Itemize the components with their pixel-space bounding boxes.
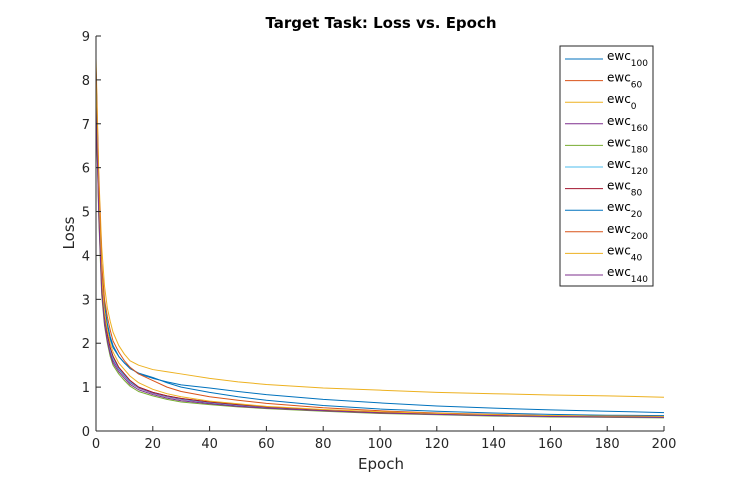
y-tick-label: 7 bbox=[82, 118, 90, 133]
y-tick-label: 2 bbox=[82, 337, 90, 352]
legend-label-subscript: 160 bbox=[631, 124, 648, 134]
legend-label-subscript: 80 bbox=[631, 189, 643, 199]
y-tick-label: 6 bbox=[82, 162, 90, 177]
series-line-ewc-40 bbox=[95, 75, 665, 418]
series-line-ewc-140 bbox=[95, 106, 665, 418]
y-tick-label: 8 bbox=[82, 74, 90, 89]
legend-label-base: ewc bbox=[607, 200, 631, 214]
x-tick-label: 140 bbox=[481, 437, 506, 452]
x-tick-label: 120 bbox=[424, 437, 449, 452]
series-line-ewc-0 bbox=[95, 57, 665, 398]
legend-label-ewc-0: ewc0 bbox=[607, 92, 637, 112]
legend-label-subscript: 20 bbox=[631, 210, 643, 220]
series-lines bbox=[95, 57, 665, 419]
x-tick-label: 160 bbox=[538, 437, 563, 452]
legend-label-base: ewc bbox=[607, 92, 631, 106]
legend-label-base: ewc bbox=[607, 265, 631, 279]
legend-label-ewc-140: ewc140 bbox=[607, 265, 648, 285]
legend-label-base: ewc bbox=[607, 114, 631, 128]
legend-label-subscript: 0 bbox=[631, 102, 637, 112]
legend-label-ewc-180: ewc180 bbox=[607, 135, 648, 155]
legend-label-ewc-20: ewc20 bbox=[607, 200, 643, 220]
x-tick-label: 0 bbox=[92, 437, 100, 452]
y-tick-label: 9 bbox=[82, 30, 90, 45]
legend-label-ewc-160: ewc160 bbox=[607, 114, 648, 134]
y-tick-label: 3 bbox=[82, 293, 90, 308]
legend-label-ewc-80: ewc80 bbox=[607, 179, 643, 199]
legend-label-subscript: 180 bbox=[631, 145, 648, 155]
y-tick-label: 0 bbox=[82, 425, 90, 440]
y-tick-label: 4 bbox=[82, 249, 90, 264]
x-ticks: 0 20 40 60 80 100 120 140 160 180 200 bbox=[92, 426, 677, 452]
legend-label-subscript: 100 bbox=[631, 59, 648, 69]
legend-label-base: ewc bbox=[607, 157, 631, 171]
legend-label-ewc-60: ewc60 bbox=[607, 71, 643, 91]
x-tick-label: 80 bbox=[315, 437, 332, 452]
x-axis-label: Epoch bbox=[358, 455, 404, 473]
x-tick-label: 200 bbox=[652, 437, 677, 452]
y-ticks: 0 1 2 3 4 5 6 7 8 9 bbox=[82, 30, 101, 440]
legend-label-base: ewc bbox=[607, 71, 631, 85]
legend: ewc100ewc60ewc0ewc160ewc180ewc120ewc80ew… bbox=[559, 45, 654, 287]
legend-label-base: ewc bbox=[607, 179, 631, 193]
legend-label-subscript: 120 bbox=[631, 167, 648, 177]
y-tick-label: 5 bbox=[82, 206, 90, 221]
legend-label-base: ewc bbox=[607, 49, 631, 63]
legend-label-base: ewc bbox=[607, 243, 631, 257]
x-tick-label: 180 bbox=[595, 437, 620, 452]
y-tick-label: 1 bbox=[82, 381, 90, 396]
legend-label-subscript: 140 bbox=[631, 275, 648, 285]
x-tick-label: 60 bbox=[258, 437, 275, 452]
legend-label-ewc-40: ewc40 bbox=[607, 243, 643, 263]
legend-label-base: ewc bbox=[607, 222, 631, 236]
legend-label-subscript: 40 bbox=[631, 253, 643, 263]
legend-label-ewc-120: ewc120 bbox=[607, 157, 648, 177]
x-tick-label: 100 bbox=[368, 437, 393, 452]
legend-label-subscript: 60 bbox=[631, 81, 643, 91]
legend-label-subscript: 200 bbox=[631, 232, 648, 242]
series-line-ewc-20 bbox=[95, 71, 665, 417]
legend-box bbox=[559, 45, 654, 287]
chart-title: Target Task: Loss vs. Epoch bbox=[265, 14, 496, 32]
legend-label-ewc-100: ewc100 bbox=[607, 49, 648, 69]
x-tick-label: 40 bbox=[201, 437, 218, 452]
y-axis-label: Loss bbox=[60, 216, 78, 249]
legend-label-base: ewc bbox=[607, 135, 631, 149]
x-tick-label: 20 bbox=[145, 437, 162, 452]
legend-label-ewc-200: ewc200 bbox=[607, 222, 648, 242]
